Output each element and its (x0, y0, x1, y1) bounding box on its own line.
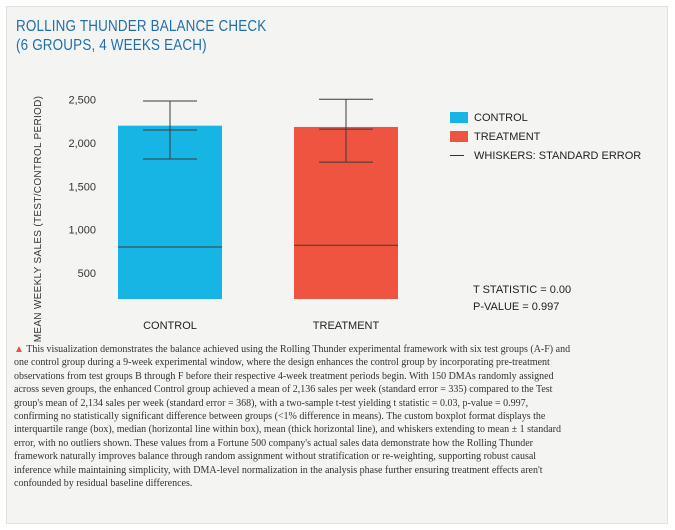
bars (118, 98, 398, 300)
y-tick-label: 2,000 (68, 138, 96, 150)
legend-label-control: CONTROL (474, 111, 528, 124)
legend-item-whiskers: WHISKERS: STANDARD ERROR (450, 146, 641, 165)
legend-line-whiskers (450, 155, 464, 156)
y-tick-label: 500 (78, 268, 96, 280)
legend-label-whiskers: WHISKERS: STANDARD ERROR (474, 149, 642, 162)
chart-caption: ▲ This visualization demonstrates the ba… (14, 343, 574, 490)
x-category-label: CONTROL (143, 320, 197, 332)
legend: CONTROL TREATMENT WHISKERS: STANDARD ERR… (450, 108, 641, 165)
t-statistic: T STATISTIC = 0.00 (473, 284, 572, 296)
title-line: ROLLING THUNDER BALANCE CHECK (16, 18, 267, 35)
y-tick-label: 1,500 (68, 181, 96, 193)
legend-item-treatment: TREATMENT (450, 127, 641, 146)
p-value: P-VALUE = 0.997 (473, 301, 560, 313)
legend-item-control: CONTROL (450, 108, 641, 127)
x-category-label: TREATMENT (313, 320, 380, 332)
y-axis-label: MEAN WEEKLY SALES (TEST/CONTROL PERIOD) (33, 96, 44, 343)
caption-text: This visualization demonstrates the bala… (14, 344, 571, 490)
subtitle-line: (6 GROUPS, 4 WEEKS EACH) (16, 37, 207, 54)
y-axis: 500 1,000 1,500 2,000 2,500 (68, 95, 96, 280)
legend-swatch-control (450, 112, 468, 123)
chart-title: ROLLING THUNDER BALANCE CHECK (6 GROUPS,… (16, 17, 266, 55)
legend-label-treatment: TREATMENT (474, 130, 541, 143)
y-tick-label: 1,000 (68, 225, 96, 237)
test-statistics: T STATISTIC = 0.00 P-VALUE = 0.997 (473, 282, 571, 316)
y-tick-label: 2,500 (68, 95, 96, 107)
legend-swatch-treatment (450, 131, 468, 142)
caption-marker-icon: ▲ (14, 344, 24, 355)
x-axis-categories: CONTROL TREATMENT (143, 320, 379, 332)
